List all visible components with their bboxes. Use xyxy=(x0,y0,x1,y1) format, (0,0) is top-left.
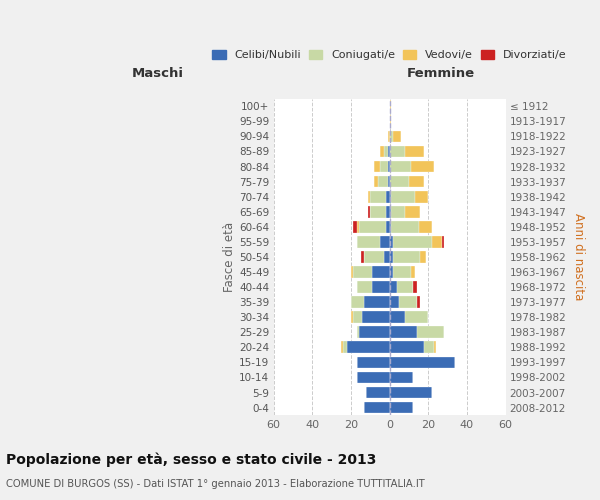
Bar xyxy=(389,146,405,158)
Bar xyxy=(341,342,343,353)
Bar xyxy=(389,281,397,293)
Bar xyxy=(370,206,386,218)
Bar xyxy=(356,236,380,248)
Bar xyxy=(368,191,370,202)
Bar xyxy=(359,221,386,232)
Bar xyxy=(356,372,389,384)
Bar xyxy=(359,326,389,338)
Bar xyxy=(372,266,389,278)
Bar xyxy=(405,206,421,218)
Y-axis label: Fasce di età: Fasce di età xyxy=(223,222,236,292)
Bar xyxy=(374,160,380,172)
Bar xyxy=(416,296,421,308)
Bar xyxy=(388,176,389,188)
Bar xyxy=(378,176,388,188)
Bar xyxy=(364,402,389,413)
Bar xyxy=(351,266,353,278)
Text: Femmine: Femmine xyxy=(406,67,475,80)
Bar xyxy=(409,176,424,188)
Bar xyxy=(389,342,424,353)
Bar xyxy=(370,191,386,202)
Bar xyxy=(364,251,384,263)
Bar xyxy=(389,386,432,398)
Bar xyxy=(405,146,424,158)
Bar xyxy=(389,206,391,218)
Bar xyxy=(391,191,415,202)
Bar xyxy=(389,116,391,127)
Bar xyxy=(399,296,416,308)
Bar xyxy=(356,356,389,368)
Bar xyxy=(389,100,391,112)
Bar xyxy=(421,251,426,263)
Bar xyxy=(356,221,359,232)
Bar xyxy=(389,266,394,278)
Bar xyxy=(432,236,442,248)
Bar xyxy=(380,236,389,248)
Bar xyxy=(362,312,389,323)
Bar xyxy=(415,191,428,202)
Bar xyxy=(364,296,389,308)
Bar xyxy=(351,296,364,308)
Bar xyxy=(353,266,372,278)
Text: COMUNE DI BURGOS (SS) - Dati ISTAT 1° gennaio 2013 - Elaborazione TUTTITALIA.IT: COMUNE DI BURGOS (SS) - Dati ISTAT 1° ge… xyxy=(6,479,425,489)
Bar xyxy=(389,130,394,142)
Bar xyxy=(391,221,419,232)
Bar xyxy=(389,312,405,323)
Bar xyxy=(389,326,416,338)
Bar xyxy=(394,251,421,263)
Legend: Celibi/Nubili, Coniugati/e, Vedovi/e, Divorziati/e: Celibi/Nubili, Coniugati/e, Vedovi/e, Di… xyxy=(210,48,569,62)
Bar xyxy=(413,281,416,293)
Bar xyxy=(380,160,388,172)
Bar xyxy=(386,206,389,218)
Bar xyxy=(351,312,353,323)
Bar xyxy=(361,251,364,263)
Bar xyxy=(374,176,378,188)
Bar xyxy=(389,372,413,384)
Bar xyxy=(343,342,347,353)
Bar xyxy=(380,146,384,158)
Bar xyxy=(384,251,389,263)
Bar xyxy=(405,312,428,323)
Bar xyxy=(394,236,432,248)
Y-axis label: Anni di nascita: Anni di nascita xyxy=(572,214,585,300)
Bar xyxy=(388,130,389,142)
Bar xyxy=(389,160,411,172)
Bar xyxy=(389,251,394,263)
Bar xyxy=(347,342,389,353)
Text: Popolazione per età, sesso e stato civile - 2013: Popolazione per età, sesso e stato civil… xyxy=(6,452,376,467)
Bar xyxy=(389,402,413,413)
Bar xyxy=(356,326,359,338)
Bar xyxy=(389,176,409,188)
Bar xyxy=(388,160,389,172)
Bar xyxy=(442,236,443,248)
Bar xyxy=(367,386,389,398)
Bar xyxy=(389,221,391,232)
Bar xyxy=(434,342,436,353)
Bar xyxy=(419,221,432,232)
Bar xyxy=(353,312,362,323)
Bar xyxy=(386,191,389,202)
Bar xyxy=(388,146,389,158)
Bar xyxy=(356,281,372,293)
Bar xyxy=(394,266,411,278)
Bar xyxy=(394,130,401,142)
Bar xyxy=(411,266,415,278)
Bar xyxy=(384,146,388,158)
Bar xyxy=(353,221,356,232)
Text: Maschi: Maschi xyxy=(131,67,184,80)
Bar xyxy=(389,356,455,368)
Bar xyxy=(389,191,391,202)
Bar xyxy=(386,221,389,232)
Bar xyxy=(389,296,399,308)
Bar xyxy=(389,236,394,248)
Bar xyxy=(372,281,389,293)
Bar xyxy=(397,281,413,293)
Bar xyxy=(368,206,370,218)
Bar xyxy=(424,342,434,353)
Bar xyxy=(416,326,443,338)
Bar xyxy=(391,206,405,218)
Bar xyxy=(411,160,434,172)
